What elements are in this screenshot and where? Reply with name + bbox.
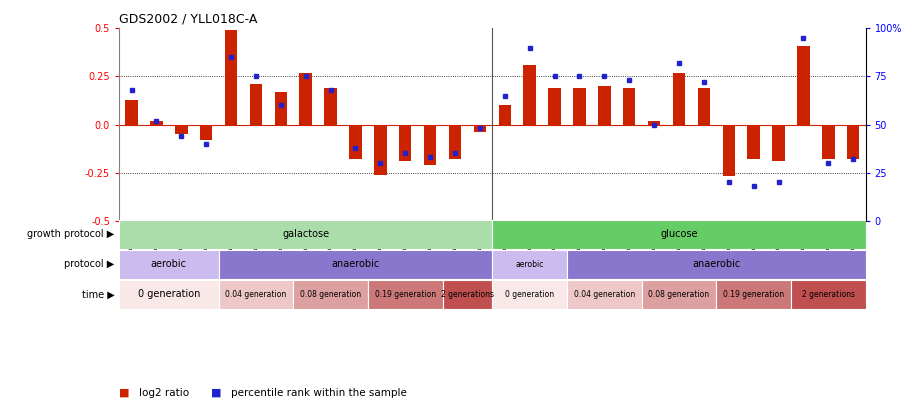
Bar bbox=[567, 280, 641, 309]
Bar bbox=[698, 88, 710, 124]
Bar bbox=[368, 280, 442, 309]
Bar bbox=[175, 124, 188, 134]
Bar bbox=[747, 124, 760, 159]
Text: anaerobic: anaerobic bbox=[332, 260, 379, 269]
Text: 0.04 generation: 0.04 generation bbox=[225, 290, 287, 299]
Bar bbox=[523, 65, 536, 124]
Bar bbox=[791, 280, 866, 309]
Bar bbox=[200, 124, 213, 140]
Text: ■: ■ bbox=[119, 388, 129, 398]
Bar bbox=[716, 280, 791, 309]
Bar bbox=[493, 280, 567, 309]
Text: 0 generation: 0 generation bbox=[137, 290, 200, 299]
Bar bbox=[549, 88, 561, 124]
Bar bbox=[349, 124, 362, 159]
Bar bbox=[250, 84, 262, 124]
Text: aerobic: aerobic bbox=[516, 260, 544, 269]
Text: protocol ▶: protocol ▶ bbox=[64, 260, 114, 269]
Bar bbox=[219, 250, 492, 279]
Text: growth protocol ▶: growth protocol ▶ bbox=[27, 230, 114, 239]
Bar bbox=[324, 88, 337, 124]
Bar bbox=[300, 72, 312, 124]
Bar bbox=[822, 124, 834, 159]
Text: 2 generations: 2 generations bbox=[802, 290, 855, 299]
Bar bbox=[493, 220, 866, 249]
Text: 0.08 generation: 0.08 generation bbox=[300, 290, 361, 299]
Bar bbox=[672, 72, 685, 124]
Bar bbox=[723, 124, 735, 177]
Bar bbox=[772, 124, 785, 161]
Bar bbox=[119, 280, 219, 309]
Bar bbox=[598, 86, 611, 124]
Text: 0.19 generation: 0.19 generation bbox=[723, 290, 784, 299]
Bar bbox=[424, 124, 436, 165]
Text: percentile rank within the sample: percentile rank within the sample bbox=[231, 388, 407, 398]
Bar bbox=[374, 124, 387, 175]
Bar bbox=[119, 220, 493, 249]
Bar bbox=[623, 88, 636, 124]
Bar bbox=[125, 100, 137, 124]
Bar bbox=[449, 124, 462, 159]
Bar bbox=[442, 280, 493, 309]
Bar bbox=[847, 124, 859, 159]
Text: 0 generation: 0 generation bbox=[505, 290, 554, 299]
Text: 0.08 generation: 0.08 generation bbox=[649, 290, 710, 299]
Bar bbox=[498, 105, 511, 124]
Bar bbox=[474, 124, 486, 132]
Text: time ▶: time ▶ bbox=[82, 290, 114, 299]
Bar bbox=[293, 280, 368, 309]
Bar bbox=[641, 280, 716, 309]
Text: galactose: galactose bbox=[282, 230, 329, 239]
Bar bbox=[567, 250, 866, 279]
Bar bbox=[275, 92, 287, 124]
Bar bbox=[219, 280, 293, 309]
Text: glucose: glucose bbox=[660, 230, 698, 239]
Text: ■: ■ bbox=[211, 388, 221, 398]
Text: 2 generations: 2 generations bbox=[441, 290, 494, 299]
Bar bbox=[648, 121, 660, 124]
Text: 0.04 generation: 0.04 generation bbox=[573, 290, 635, 299]
Text: GDS2002 / YLL018C-A: GDS2002 / YLL018C-A bbox=[119, 13, 257, 26]
Text: 0.19 generation: 0.19 generation bbox=[375, 290, 436, 299]
Bar bbox=[399, 124, 411, 161]
Text: log2 ratio: log2 ratio bbox=[139, 388, 190, 398]
Bar bbox=[797, 46, 810, 124]
Bar bbox=[119, 250, 219, 279]
Text: anaerobic: anaerobic bbox=[692, 260, 740, 269]
Text: aerobic: aerobic bbox=[151, 260, 187, 269]
Bar bbox=[150, 121, 163, 124]
Bar bbox=[493, 250, 567, 279]
Bar bbox=[224, 30, 237, 124]
Bar bbox=[573, 88, 585, 124]
